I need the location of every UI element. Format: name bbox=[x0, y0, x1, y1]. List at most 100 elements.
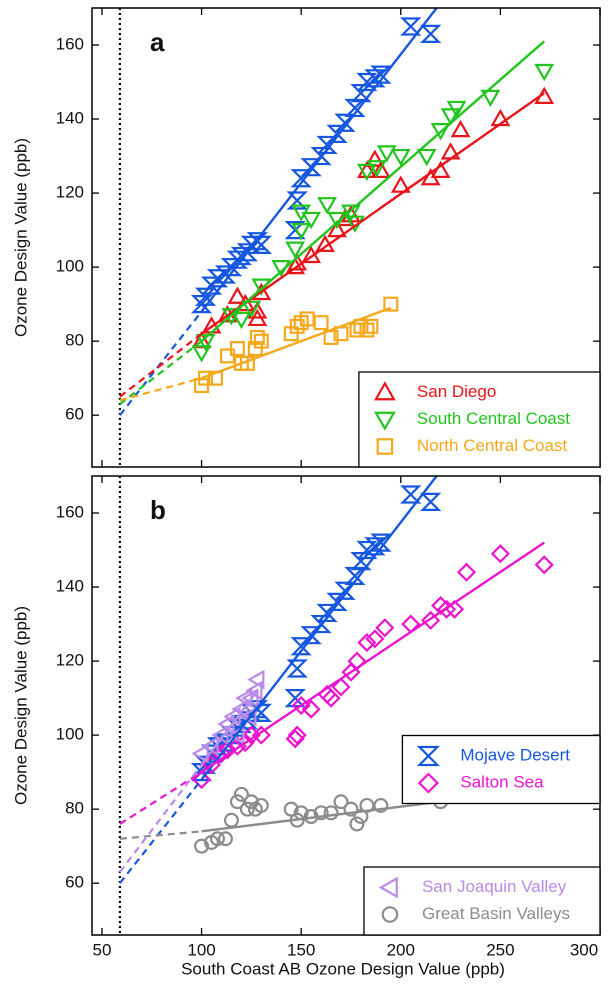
y-tick-label: 140 bbox=[56, 109, 84, 128]
marker bbox=[376, 145, 397, 163]
marker bbox=[217, 740, 238, 760]
marker bbox=[253, 333, 269, 349]
marker bbox=[373, 797, 389, 813]
marker bbox=[201, 736, 219, 757]
x-tick-label: 250 bbox=[486, 940, 514, 959]
y-tick-label: 100 bbox=[56, 257, 84, 276]
marker bbox=[327, 219, 347, 238]
legend-label: Mojave Desert bbox=[460, 745, 570, 764]
y-tick-label: 160 bbox=[56, 35, 84, 54]
marker bbox=[343, 801, 359, 817]
legend-box bbox=[358, 371, 601, 468]
y-tick-label: 80 bbox=[65, 799, 84, 818]
marker bbox=[286, 191, 308, 210]
marker bbox=[231, 311, 252, 330]
marker bbox=[400, 485, 422, 504]
marker bbox=[333, 794, 349, 810]
marker bbox=[283, 801, 299, 817]
legend-box bbox=[363, 866, 601, 936]
fit-line bbox=[200, 541, 545, 774]
marker bbox=[421, 610, 441, 630]
plot-area bbox=[119, 476, 554, 884]
marker bbox=[365, 629, 385, 649]
marker bbox=[349, 816, 365, 832]
marker bbox=[229, 341, 245, 357]
marker bbox=[229, 794, 245, 810]
marker bbox=[301, 211, 322, 230]
legend-marker bbox=[376, 438, 394, 455]
marker bbox=[420, 24, 442, 44]
x-tick-label: 300 bbox=[570, 940, 598, 959]
marker bbox=[223, 812, 239, 828]
fit-line bbox=[200, 40, 546, 343]
marker bbox=[363, 318, 379, 334]
y-axis-label: Ozone Design Value (ppb) bbox=[11, 138, 30, 337]
marker bbox=[247, 308, 268, 327]
marker bbox=[321, 688, 341, 708]
legend-label: San Joaquin Valley bbox=[422, 877, 567, 896]
marker bbox=[210, 831, 226, 847]
fit-line bbox=[200, 8, 438, 313]
marker bbox=[420, 492, 442, 512]
legend-label: Great Basin Valleys bbox=[422, 904, 570, 923]
y-tick-label: 140 bbox=[56, 577, 84, 596]
marker bbox=[299, 311, 315, 327]
marker bbox=[480, 89, 501, 108]
marker bbox=[534, 63, 555, 82]
marker bbox=[534, 555, 554, 575]
marker bbox=[331, 677, 351, 697]
marker bbox=[239, 801, 255, 817]
fit-line bbox=[201, 800, 441, 833]
marker bbox=[241, 688, 259, 708]
marker bbox=[300, 626, 322, 645]
fit-line bbox=[200, 92, 545, 335]
panel-label: b bbox=[150, 495, 166, 525]
marker bbox=[233, 786, 249, 802]
marker bbox=[366, 160, 387, 178]
y-tick-label: 60 bbox=[65, 405, 84, 424]
marker bbox=[300, 158, 322, 177]
marker bbox=[301, 699, 321, 719]
marker bbox=[456, 562, 477, 582]
fit-line bbox=[201, 306, 392, 380]
fit-line bbox=[200, 689, 259, 766]
plot-frame bbox=[91, 475, 601, 936]
marker bbox=[450, 119, 471, 138]
marker bbox=[291, 222, 312, 241]
marker bbox=[390, 175, 411, 193]
panel: 60 80 100 120 140 160 50 100 150 200 250 300 b Ozone … bbox=[11, 475, 601, 978]
x-tick-label: 150 bbox=[287, 940, 315, 959]
x-tick-label: 50 bbox=[92, 940, 111, 959]
x-axis-label: South Coast AB Ozone Design Value (ppb) bbox=[181, 959, 505, 978]
marker bbox=[285, 241, 306, 259]
marker bbox=[370, 160, 391, 178]
panel: 60 80 100 120 140 160 a Ozone Design Value (ppb… bbox=[11, 7, 601, 468]
legend-marker bbox=[417, 772, 439, 794]
marker bbox=[400, 17, 422, 36]
y-tick-label: 120 bbox=[56, 651, 84, 670]
marker bbox=[247, 669, 265, 690]
legend-marker bbox=[416, 745, 441, 767]
legend-label: South Central Coast bbox=[417, 409, 570, 428]
legend: San Diego South Central Coast North Centra… bbox=[358, 371, 601, 468]
legend-label: San Diego bbox=[417, 382, 496, 401]
y-tick-label: 160 bbox=[56, 503, 84, 522]
marker bbox=[323, 805, 339, 821]
marker bbox=[235, 293, 256, 312]
marker bbox=[349, 322, 365, 338]
marker bbox=[243, 794, 259, 810]
marker bbox=[287, 725, 307, 745]
marker bbox=[253, 797, 269, 813]
marker bbox=[390, 148, 411, 167]
marker bbox=[490, 544, 510, 564]
legend: San Joaquin Valley Great Basin Valleys bbox=[363, 866, 601, 936]
fit-extrapolation bbox=[119, 310, 203, 416]
marker bbox=[446, 100, 467, 119]
marker bbox=[211, 744, 232, 764]
marker bbox=[326, 592, 348, 611]
legend-marker bbox=[378, 876, 398, 899]
fit-extrapolation bbox=[119, 764, 203, 873]
x-tick-label: 200 bbox=[387, 940, 415, 959]
fit-line bbox=[200, 476, 438, 781]
marker bbox=[191, 743, 209, 764]
